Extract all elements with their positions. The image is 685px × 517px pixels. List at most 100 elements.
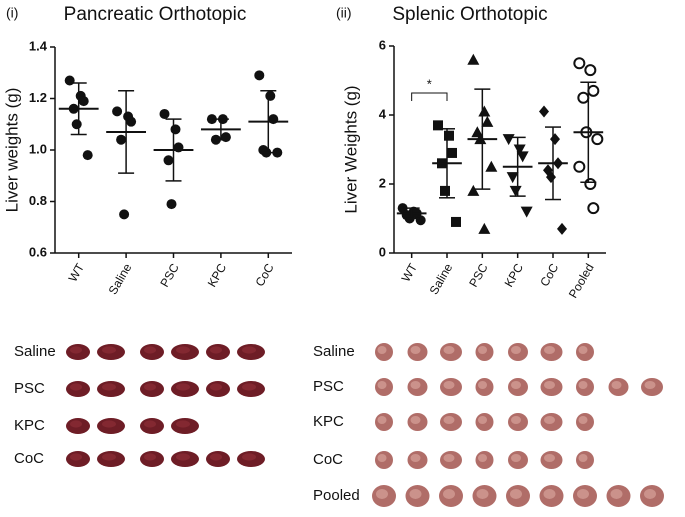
y-tick-label: 6 <box>379 37 386 52</box>
liver-highlight <box>210 346 222 354</box>
liver-highlight <box>410 453 421 463</box>
row-label: PSC <box>313 378 344 395</box>
liver-highlight <box>443 489 455 499</box>
panel-label: (ii) <box>336 5 352 21</box>
row-label: KPC <box>14 417 45 434</box>
liver-highlight <box>102 420 116 428</box>
point <box>126 116 137 127</box>
point <box>444 130 454 141</box>
point <box>584 64 597 77</box>
liver-highlight <box>70 420 82 428</box>
point <box>166 199 177 210</box>
liver-highlight <box>377 415 387 425</box>
y-tick-label: 2 <box>379 175 386 190</box>
row-label: CoC <box>313 451 343 468</box>
x-tick-label: PSC <box>466 261 491 290</box>
point <box>478 105 491 117</box>
liver-highlight <box>144 383 156 391</box>
x-tick-label: Saline <box>106 261 135 297</box>
row-label: Saline <box>14 343 56 360</box>
point <box>433 120 443 131</box>
liver-highlight <box>210 453 222 461</box>
y-tick-label: 0.6 <box>29 244 47 259</box>
y-tick-label: 1.0 <box>29 141 47 156</box>
liver-highlight <box>410 380 421 390</box>
liver-highlight <box>144 420 156 428</box>
liver-highlight <box>611 380 622 390</box>
y-tick-label: 1.2 <box>29 90 47 105</box>
liver-highlight <box>144 346 156 354</box>
liver-highlight <box>410 415 421 425</box>
liver-highlight <box>510 489 522 499</box>
point <box>584 178 597 190</box>
liver-highlight <box>410 345 421 355</box>
liver-highlight <box>578 380 588 390</box>
point <box>550 133 560 146</box>
liver-highlight <box>511 453 521 463</box>
liver-highlight <box>377 453 387 463</box>
liver-highlight <box>578 453 588 463</box>
point <box>206 114 217 125</box>
liver-highlight <box>543 489 556 499</box>
liver-highlight <box>578 345 588 355</box>
x-tick-label: WT <box>399 261 421 285</box>
row-label: Saline <box>313 343 355 360</box>
point <box>112 106 123 117</box>
y-axis-label: Liver weights (g) <box>2 88 21 213</box>
liver-highlight <box>610 489 623 499</box>
liver-highlight <box>511 380 521 390</box>
liver-highlight <box>577 489 589 499</box>
liver-highlight <box>102 383 116 391</box>
point <box>163 155 174 166</box>
x-tick-label: CoC <box>537 261 561 289</box>
point <box>451 216 461 227</box>
liver-highlight <box>242 346 256 354</box>
liver-highlight <box>511 415 521 425</box>
x-tick-label: CoC <box>253 261 277 289</box>
liver-highlight <box>443 453 455 463</box>
liver-highlight <box>176 420 190 428</box>
liver-highlight <box>377 345 387 355</box>
liver-highlight <box>478 380 487 390</box>
point <box>481 115 494 127</box>
chart-title: Pancreatic Orthotopic <box>64 4 247 25</box>
liver-highlight <box>176 346 190 354</box>
liver-highlight <box>544 415 555 425</box>
liver-highlight <box>102 453 116 461</box>
point <box>78 96 89 107</box>
significance-label: * <box>427 76 432 91</box>
row-label: KPC <box>313 413 344 430</box>
y-tick-label: 0.8 <box>29 193 47 208</box>
liver-highlight <box>70 453 82 461</box>
liver-highlight <box>144 453 156 461</box>
point <box>557 222 567 235</box>
y-tick-label: 1.4 <box>29 38 48 53</box>
row-label: Pooled <box>313 487 360 504</box>
liver-highlight <box>511 345 521 355</box>
liver-highlight <box>478 345 487 355</box>
liver-highlight <box>443 345 455 355</box>
liver-highlight <box>176 383 190 391</box>
panel-label: (i) <box>6 5 18 21</box>
point <box>220 132 231 143</box>
liver-highlight <box>544 345 555 355</box>
y-tick-label: 0 <box>379 244 386 259</box>
liver-highlight <box>376 489 388 499</box>
point <box>502 134 515 146</box>
liver-highlight <box>478 415 487 425</box>
liver-highlight <box>578 415 588 425</box>
y-axis-label: Liver Weights (g) <box>341 85 360 213</box>
point <box>440 185 450 196</box>
point <box>467 184 480 196</box>
point <box>265 90 276 101</box>
liver-highlight <box>478 453 487 463</box>
x-tick-label: WT <box>66 261 88 285</box>
liver-highlight <box>70 346 82 354</box>
point <box>116 134 127 145</box>
liver-highlight <box>242 383 256 391</box>
point <box>520 206 533 218</box>
point <box>485 160 498 172</box>
point <box>509 185 522 197</box>
point <box>64 75 75 86</box>
x-tick-label: KPC <box>502 261 527 290</box>
